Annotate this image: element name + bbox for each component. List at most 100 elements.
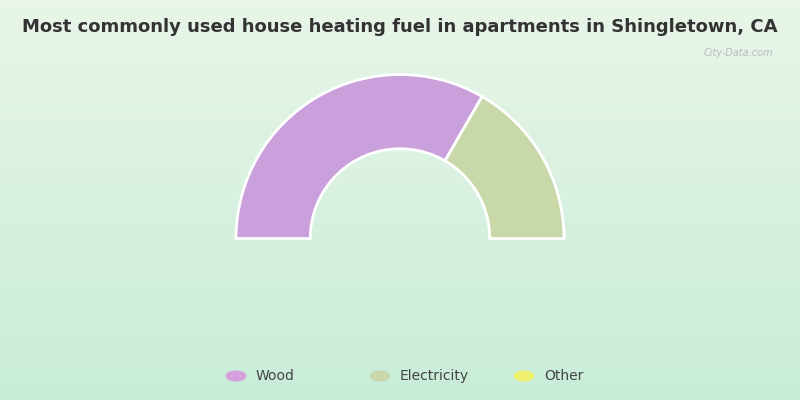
Text: Other: Other [544, 369, 583, 383]
Bar [0, 80, 800, 81]
Bar [0, 200, 800, 201]
Bar [0, 19, 800, 20]
Bar [0, 344, 800, 345]
Bar [0, 279, 800, 280]
Bar [0, 111, 800, 112]
Bar [0, 261, 800, 263]
Bar [0, 67, 800, 68]
Bar [0, 213, 800, 215]
Bar [0, 164, 800, 165]
Bar [0, 20, 800, 21]
Bar [0, 32, 800, 33]
Bar [0, 304, 800, 305]
Bar [0, 235, 800, 236]
Bar [0, 395, 800, 396]
Bar [0, 229, 800, 231]
Bar [0, 251, 800, 252]
Bar [0, 189, 800, 191]
Bar [0, 191, 800, 192]
Bar [0, 204, 800, 205]
Bar [0, 4, 800, 5]
Bar [0, 188, 800, 189]
Bar [0, 207, 800, 208]
Bar [0, 399, 800, 400]
Bar [0, 296, 800, 297]
Bar [0, 349, 800, 351]
Bar [0, 232, 800, 233]
Bar [0, 332, 800, 333]
Bar [0, 203, 800, 204]
Bar [0, 377, 800, 379]
Bar [0, 140, 800, 141]
Bar [0, 52, 800, 53]
Bar [0, 375, 800, 376]
Bar [0, 68, 800, 69]
Bar [0, 147, 800, 148]
Bar [0, 321, 800, 323]
Bar [0, 28, 800, 29]
Bar [0, 73, 800, 75]
Bar [0, 347, 800, 348]
Bar [0, 156, 800, 157]
Bar [0, 353, 800, 355]
Bar [0, 215, 800, 216]
Bar [0, 124, 800, 125]
Bar [0, 228, 800, 229]
Bar [0, 167, 800, 168]
Bar [0, 339, 800, 340]
Bar [0, 315, 800, 316]
Bar [0, 236, 800, 237]
Wedge shape [236, 74, 482, 238]
Bar [0, 24, 800, 25]
Bar [0, 317, 800, 319]
Bar [0, 313, 800, 315]
Bar [0, 351, 800, 352]
Bar [0, 328, 800, 329]
Bar [0, 153, 800, 155]
Bar [0, 129, 800, 131]
Bar [0, 220, 800, 221]
Bar [0, 179, 800, 180]
Bar [0, 141, 800, 143]
Bar [0, 103, 800, 104]
Bar [0, 224, 800, 225]
Bar [0, 248, 800, 249]
Bar [0, 308, 800, 309]
Bar [0, 352, 800, 353]
Wedge shape [445, 96, 564, 238]
Bar [0, 177, 800, 179]
Bar [0, 392, 800, 393]
Bar [0, 84, 800, 85]
Bar [0, 36, 800, 37]
Bar [0, 83, 800, 84]
Bar [0, 115, 800, 116]
Bar [0, 255, 800, 256]
Bar [0, 113, 800, 115]
Bar [0, 121, 800, 123]
Bar [0, 3, 800, 4]
Bar [0, 117, 800, 119]
Bar [0, 247, 800, 248]
Bar [0, 99, 800, 100]
Bar [0, 340, 800, 341]
Bar [0, 127, 800, 128]
Bar [0, 239, 800, 240]
Bar [0, 275, 800, 276]
Bar [0, 160, 800, 161]
Bar [0, 361, 800, 363]
Bar [0, 307, 800, 308]
Bar [0, 355, 800, 356]
Bar [0, 359, 800, 360]
Bar [0, 37, 800, 39]
Bar [0, 128, 800, 129]
Bar [0, 184, 800, 185]
Bar [0, 161, 800, 163]
Bar [0, 8, 800, 9]
Bar [0, 183, 800, 184]
Bar [0, 244, 800, 245]
Bar [0, 295, 800, 296]
Bar [0, 256, 800, 257]
Bar [0, 148, 800, 149]
Bar [0, 172, 800, 173]
Bar [0, 208, 800, 209]
